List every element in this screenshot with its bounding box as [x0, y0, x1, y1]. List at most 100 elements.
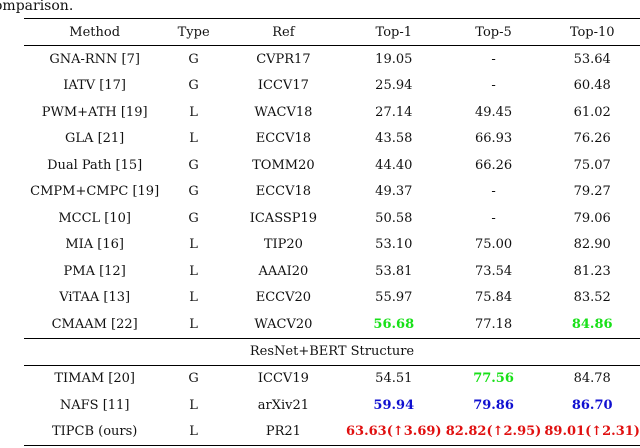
cell-type: L — [189, 397, 198, 413]
cell-type: G — [188, 210, 199, 226]
cell-top10: 79.06 — [573, 210, 611, 226]
cell-method: ViTAA [13] — [59, 290, 131, 306]
cell-top1-third: 56.68 — [373, 316, 415, 332]
cell-method: TIMAM [20] — [54, 371, 135, 387]
cell-top10: 82.90 — [573, 237, 611, 253]
table-row: NAFS [11] L arXiv21 59.94 79.86 86.70 — [24, 392, 640, 419]
cell-method: IATV [17] — [63, 78, 126, 94]
cell-top5: 75.84 — [474, 290, 513, 306]
cell-type: L — [189, 263, 198, 279]
cell-top1: 25.94 — [375, 78, 413, 94]
table-row: TIMAM [20] G ICCV19 54.51 77.56 84.78 — [24, 365, 640, 392]
cell-method: TIPCB (ours) — [51, 424, 138, 440]
cell-ref: ICCV17 — [257, 78, 309, 94]
cell-top1-best: 63.63(↑3.69) — [346, 424, 442, 440]
table-row: MIA [16] L TIP20 53.10 75.00 82.90 — [24, 232, 640, 259]
cell-top10-third: 84.86 — [571, 316, 613, 332]
cell-ref: AAAI20 — [258, 263, 309, 279]
cell-top5: - — [491, 184, 496, 200]
cell-type: G — [188, 78, 199, 94]
header-type: Type — [177, 24, 210, 40]
cell-top1: 19.05 — [375, 51, 413, 67]
table-row: GLA [21] L ECCV18 43.58 66.93 76.26 — [24, 126, 640, 153]
section-header-row: ResNet+BERT Structure — [24, 338, 640, 365]
header-top5: Top-5 — [475, 24, 512, 40]
cell-top1: 27.14 — [375, 104, 413, 120]
table-row: MCCL [10] G ICASSP19 50.58 - 79.06 — [24, 205, 640, 232]
cell-type: G — [188, 184, 199, 200]
cell-method: NAFS [11] — [59, 397, 130, 413]
cell-top5: 66.26 — [474, 157, 513, 173]
cell-ref: arXiv21 — [257, 397, 310, 413]
cell-method: GLA [21] — [65, 131, 125, 147]
table-row: ViTAA [13] L ECCV20 55.97 75.84 83.52 — [24, 285, 640, 312]
cell-top5: 49.45 — [474, 104, 513, 120]
table-row: PMA [12] L AAAI20 53.81 73.54 81.23 — [24, 258, 640, 285]
cell-top5: 75.00 — [474, 237, 513, 253]
cell-top5-second: 79.86 — [473, 397, 514, 413]
table-row: PWM+ATH [19] L WACV18 27.14 49.45 61.02 — [24, 99, 640, 126]
cell-top5: 77.18 — [474, 316, 513, 332]
cell-top1: 55.97 — [375, 290, 413, 306]
cell-top10: 83.52 — [573, 290, 611, 306]
cell-top5-third: 77.56 — [473, 371, 514, 387]
header-ref: Ref — [272, 24, 295, 40]
cell-top10: 81.23 — [573, 263, 611, 279]
cell-top1: 50.58 — [375, 210, 413, 226]
cell-top10: 84.78 — [573, 371, 611, 387]
cell-top5: - — [491, 78, 496, 94]
cell-ref: ECCV18 — [255, 184, 312, 200]
cell-method: PWM+ATH [19] — [41, 104, 148, 120]
table-row: Dual Path [15] G TOMM20 44.40 66.26 75.0… — [24, 152, 640, 179]
cell-type: L — [189, 290, 198, 306]
cell-top10: 61.02 — [573, 104, 611, 120]
header-top10: Top-10 — [569, 24, 615, 40]
header-row: Method Type Ref Top-1 Top-5 Top-10 — [24, 18, 640, 46]
cell-top10: 79.27 — [573, 184, 611, 200]
table-row-ours: TIPCB (ours) L PR21 63.63(↑3.69) 82.82(↑… — [24, 419, 640, 446]
cell-top5: - — [491, 51, 496, 67]
cell-top5-best: 82.82(↑2.95) — [445, 424, 542, 440]
cell-method: CMPM+CMPC [19] — [30, 184, 160, 200]
cell-top10-second: 86.70 — [571, 397, 613, 413]
cell-ref: TIP20 — [263, 237, 303, 253]
cell-method: PMA [12] — [63, 263, 126, 279]
cell-top10: 75.07 — [573, 157, 611, 173]
cell-method: CMAAM [22] — [51, 316, 138, 332]
cell-top5: - — [491, 210, 496, 226]
table-row: CMAAM [22] L WACV20 56.68 77.18 84.86 — [24, 311, 640, 338]
cell-top1: 53.10 — [375, 237, 413, 253]
table-row: GNA-RNN [7] G CVPR17 19.05 - 53.64 — [24, 45, 640, 73]
cell-method: GNA-RNN [7] — [49, 51, 140, 67]
cell-top1: 44.40 — [375, 157, 413, 173]
table-caption: omparison. — [0, 0, 74, 14]
cell-ref: WACV18 — [254, 104, 313, 120]
cell-method: MIA [16] — [65, 237, 124, 253]
cell-type: G — [188, 157, 199, 173]
cell-top10: 60.48 — [573, 78, 611, 94]
cell-top10: 76.26 — [573, 131, 611, 147]
cell-top10-best: 89.01(↑2.31) — [544, 424, 640, 440]
cell-ref: CVPR17 — [256, 51, 311, 67]
cell-type: L — [189, 104, 198, 120]
header-method: Method — [69, 24, 121, 40]
cell-ref: TOMM20 — [252, 157, 315, 173]
cell-ref: WACV20 — [254, 316, 313, 332]
comparison-table: Method Type Ref Top-1 Top-5 Top-10 GNA-R… — [24, 18, 640, 446]
cell-top1: 43.58 — [375, 131, 413, 147]
cell-ref: ICCV19 — [257, 371, 309, 387]
cell-method: Dual Path [15] — [47, 157, 143, 173]
cell-top1: 54.51 — [375, 371, 413, 387]
cell-ref: ECCV18 — [255, 131, 312, 147]
cell-type: L — [189, 316, 198, 332]
table-row: IATV [17] G ICCV17 25.94 - 60.48 — [24, 73, 640, 100]
cell-top1-second: 59.94 — [373, 397, 415, 413]
section-label: ResNet+BERT Structure — [249, 344, 415, 359]
cell-method: MCCL [10] — [58, 210, 131, 226]
cell-type: L — [189, 131, 198, 147]
cell-top10: 53.64 — [573, 51, 611, 67]
table-row: CMPM+CMPC [19] G ECCV18 49.37 - 79.27 — [24, 179, 640, 206]
cell-top1: 53.81 — [375, 263, 413, 279]
header-top1: Top-1 — [375, 24, 413, 40]
cell-top5: 73.54 — [474, 263, 513, 279]
